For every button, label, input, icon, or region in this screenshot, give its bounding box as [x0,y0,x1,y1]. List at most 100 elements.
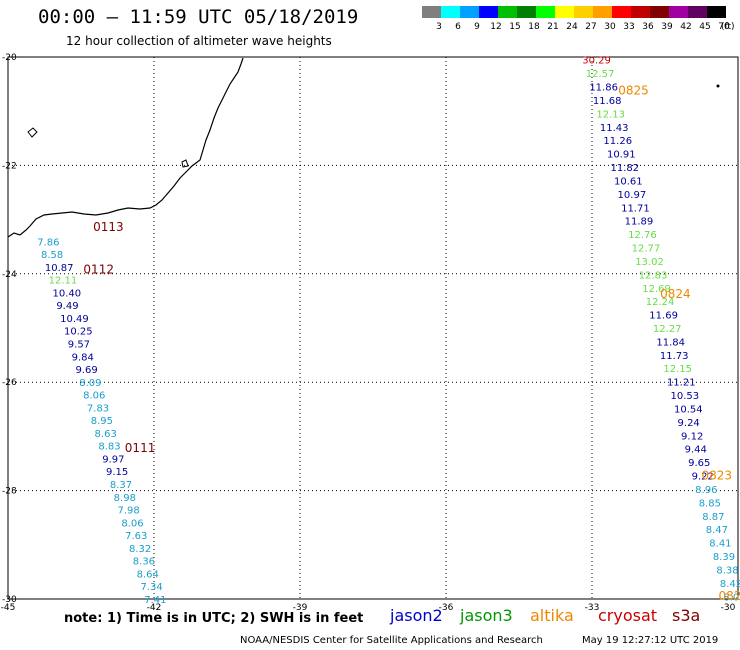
wave-height-label: 8.83 [98,442,120,453]
wave-height-label: 10.40 [52,288,81,299]
legend-swatch [479,6,498,18]
wave-height-label: 7.86 [37,237,59,248]
footer-note: note: 1) Time is in UTC; 2) SWH is in fe… [64,611,364,626]
wave-height-label: 8.06 [121,518,143,529]
wave-height-label: 8.42 [720,579,740,590]
lat-tick-label: -20 [2,53,17,63]
wave-height-label: 12.13 [596,109,625,120]
wave-height-label: 12.15 [663,364,692,375]
map-subtitle: 12 hour collection of altimeter wave hei… [66,34,332,48]
legend-label: 27 [585,22,597,32]
lon-tick-label: -45 [1,603,16,613]
wave-height-label: 12.11 [49,276,78,287]
wave-height-label: 11.26 [603,136,632,147]
wave-height-label: 10.49 [60,314,89,325]
wave-height-label: 9.24 [678,418,700,429]
wave-height-label: 8.38 [716,565,738,576]
pass-time-tag: 0113 [93,220,124,234]
wave-height-label: 9.22 [692,472,714,483]
legend-swatch [593,6,612,18]
legend-swatch [422,6,441,18]
wave-height-label: 8.47 [706,525,728,536]
legend-swatch [688,6,707,18]
lat-tick-label: -26 [2,378,17,388]
wave-height-label: 11.43 [600,123,629,134]
island-shape [181,159,189,168]
wave-height-label: 9.12 [681,431,703,442]
pass-time-tag: 0825 [618,84,649,98]
wave-height-label: 11.84 [656,337,685,348]
legend-label: 3 [436,22,442,32]
wave-height-label: 10.54 [674,404,703,415]
pass-time-tag: 0824 [660,287,691,301]
satellite-cryosat: cryosat [598,606,658,625]
legend-label: 12 [490,22,502,32]
wave-height-label: 30.29 [582,56,611,67]
wave-height-label: 8.87 [702,512,724,523]
lon-tick-label: -42 [147,603,162,613]
wave-height-label: 12.77 [632,244,661,255]
lat-tick-label: -24 [2,270,17,280]
wave-height-label: 8.39 [713,552,735,563]
time-tags: 0113 0112 0111 0825 0824 0823 0822 [83,84,740,604]
wave-height-label: 8.63 [95,429,117,440]
wave-height-label: 12.69 [642,284,671,295]
wave-height-label: 12.24 [646,297,675,308]
legend-label: 36 [642,22,654,32]
wave-height-label: 7.83 [87,403,109,414]
lon-tick-label: -36 [439,603,454,613]
wave-height-label: 8.36 [133,557,155,568]
axis-labels: -20-22-24-26-28-30-45 -42 -39 -36 -33 -30 [1,53,736,613]
wave-height-label: 7.63 [125,531,147,542]
wave-height-label: 12.27 [653,324,682,335]
wave-height-label: 12.76 [628,230,657,241]
pass-time-tag: 0822 [719,589,740,603]
coastline [7,57,720,238]
wave-height-label: 10.91 [607,150,636,161]
wave-height-label: 9.15 [106,467,128,478]
legend-label: 39 [661,22,673,32]
wave-height-label: 9.57 [68,339,90,350]
legend-swatch [441,6,460,18]
lon-tick-label: -33 [585,603,600,613]
pass-time-tag: 0111 [125,441,156,455]
wave-height-label: 9.49 [56,301,78,312]
lat-tick-label: -22 [2,161,17,171]
legend-unit: (ft) [721,22,735,32]
legend-label: 30 [604,22,616,32]
legend-swatch [555,6,574,18]
wave-height-label: 8.95 [91,416,113,427]
wave-height-label: 10.25 [64,327,93,338]
wave-height-label: 10.87 [45,263,74,274]
wave-height-label: 12.57 [586,69,615,80]
wave-height-label: 7.34 [140,582,162,593]
island-shape [27,127,38,138]
wave-height-label: 8.32 [129,544,151,555]
legend-label: 6 [455,22,461,32]
wave-height-label: 7.98 [118,506,140,517]
legend-label: 45 [699,22,711,32]
credit-text: NOAA/NESDIS Center for Satellite Applica… [240,635,543,646]
lon-tick-label: -39 [293,603,308,613]
map-title: 00:00 – 11:59 UTC 05/18/2019 [38,6,359,28]
map-frame [7,56,739,600]
wave-height-label: 9.84 [72,352,94,363]
wave-height-label: 8.58 [41,250,63,261]
legend-label: 21 [547,22,559,32]
legend-swatch [536,6,555,18]
legend-swatch [669,6,688,18]
wave-height-label: 8.85 [699,498,721,509]
legend-swatch [612,6,631,18]
legend-swatch [650,6,669,18]
legend-swatch [460,6,479,18]
wave-height-label: 8.06 [83,391,105,402]
wave-height-label: 8.41 [709,539,731,550]
map-grid [7,56,739,600]
legend-swatch [498,6,517,18]
wave-height-label: 10.61 [614,176,643,187]
satellite-jason2: jason2 [390,606,443,625]
wave-height-label: 8.05 [723,592,740,603]
wave-height-label: 8.09 [79,378,101,389]
